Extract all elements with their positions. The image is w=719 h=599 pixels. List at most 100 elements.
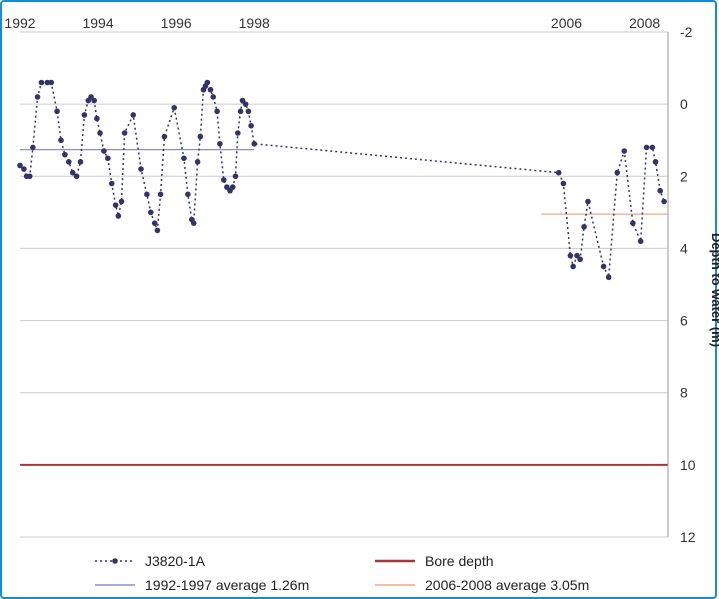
y-tick-label: 2 xyxy=(680,168,688,184)
data-point xyxy=(600,263,607,270)
data-point xyxy=(657,187,663,194)
data-point xyxy=(237,108,244,115)
x-tick-label: 1992 xyxy=(4,15,35,31)
data-point xyxy=(649,144,656,151)
legend-label: 1992-1997 average 1.26m xyxy=(145,577,309,593)
reference-lines xyxy=(20,148,668,466)
data-point xyxy=(65,159,72,165)
data-point xyxy=(105,155,111,162)
data-point xyxy=(185,191,191,198)
legend-label: 2006-2008 average 3.05m xyxy=(425,577,589,593)
data-point xyxy=(115,213,122,219)
data-point xyxy=(171,104,177,111)
data-point xyxy=(101,148,107,154)
data-point xyxy=(605,274,612,281)
data-point xyxy=(38,79,45,86)
data-point xyxy=(81,112,88,118)
data-point xyxy=(251,141,258,147)
data-point xyxy=(34,94,41,100)
legend: J3820-1A Bore depth 1992-1997 average 1.26… xyxy=(95,553,589,593)
y-axis-title: Depth to water (m) xyxy=(709,233,719,347)
data-point xyxy=(214,108,220,115)
data-point xyxy=(77,159,84,165)
data-point xyxy=(204,79,211,86)
legend-label: J3820-1A xyxy=(145,553,206,569)
y-tick-label: 10 xyxy=(680,457,696,473)
data-point xyxy=(157,191,164,198)
data-point xyxy=(207,86,214,93)
data-point xyxy=(581,223,587,230)
data-point xyxy=(197,133,204,140)
data-point xyxy=(555,169,562,176)
data-point xyxy=(248,122,254,129)
data-point xyxy=(118,198,125,205)
data-point xyxy=(21,166,27,172)
x-tick-label: 2008 xyxy=(629,15,660,31)
gridlines xyxy=(20,31,668,538)
data-point xyxy=(229,184,236,190)
data-point xyxy=(54,108,60,115)
data-point xyxy=(108,180,115,187)
data-point xyxy=(138,166,144,172)
data-point xyxy=(630,220,636,226)
x-tick-label: 1996 xyxy=(161,15,192,31)
data-point xyxy=(585,198,591,205)
data-point xyxy=(48,79,55,86)
data-point xyxy=(637,238,644,245)
legend-marker xyxy=(112,558,118,564)
data-point xyxy=(220,177,227,183)
data-point xyxy=(69,169,76,176)
legend-item: 2006-2008 average 3.05m xyxy=(375,577,589,593)
data-point xyxy=(245,108,252,115)
data-point xyxy=(661,198,667,205)
data-point xyxy=(217,141,223,147)
data-point xyxy=(30,144,36,151)
data-point xyxy=(58,137,64,144)
data-point xyxy=(242,101,249,107)
data-point xyxy=(194,159,201,165)
data-point xyxy=(643,144,650,151)
data-point xyxy=(570,263,576,270)
x-tick-label: 1998 xyxy=(239,15,270,31)
data-point xyxy=(17,162,23,169)
data-point xyxy=(614,169,621,176)
data-point xyxy=(652,159,659,165)
data-point xyxy=(154,227,161,234)
data-point xyxy=(26,173,33,180)
data-point xyxy=(91,97,97,104)
y-tick-label: 0 xyxy=(680,96,688,112)
data-point xyxy=(560,180,567,187)
legend-item: 1992-1997 average 1.26m xyxy=(95,577,309,593)
data-point xyxy=(161,133,168,140)
data-point xyxy=(235,130,241,136)
data-point xyxy=(130,112,137,118)
legend-label: Bore depth xyxy=(425,553,494,569)
data-point xyxy=(44,79,51,86)
data-point xyxy=(94,115,100,122)
data-point xyxy=(181,155,187,162)
y-tick-label: 8 xyxy=(680,385,688,401)
data-point xyxy=(112,202,119,208)
data-point xyxy=(62,151,68,158)
y-tick-label: 12 xyxy=(680,529,696,545)
data-point xyxy=(190,220,197,226)
data-point xyxy=(121,130,128,136)
axes: -2 0 2 4 6 8 10 12 1992 1994 1996 1998 2006 2008 xyxy=(4,15,695,545)
data-point xyxy=(73,173,80,180)
data-point xyxy=(151,220,158,226)
x-tick-label: 2006 xyxy=(551,15,582,31)
y-tick-label: 4 xyxy=(680,240,688,256)
data-point xyxy=(97,130,103,136)
data-point xyxy=(210,94,217,100)
data-point xyxy=(567,252,574,259)
series-layer xyxy=(17,79,667,281)
y-tick-label: -2 xyxy=(680,24,693,40)
data-point xyxy=(232,173,239,180)
data-point xyxy=(577,256,583,263)
data-point xyxy=(147,209,154,216)
data-point xyxy=(144,191,150,198)
y-tick-label: 6 xyxy=(680,313,688,329)
data-point xyxy=(621,148,628,154)
